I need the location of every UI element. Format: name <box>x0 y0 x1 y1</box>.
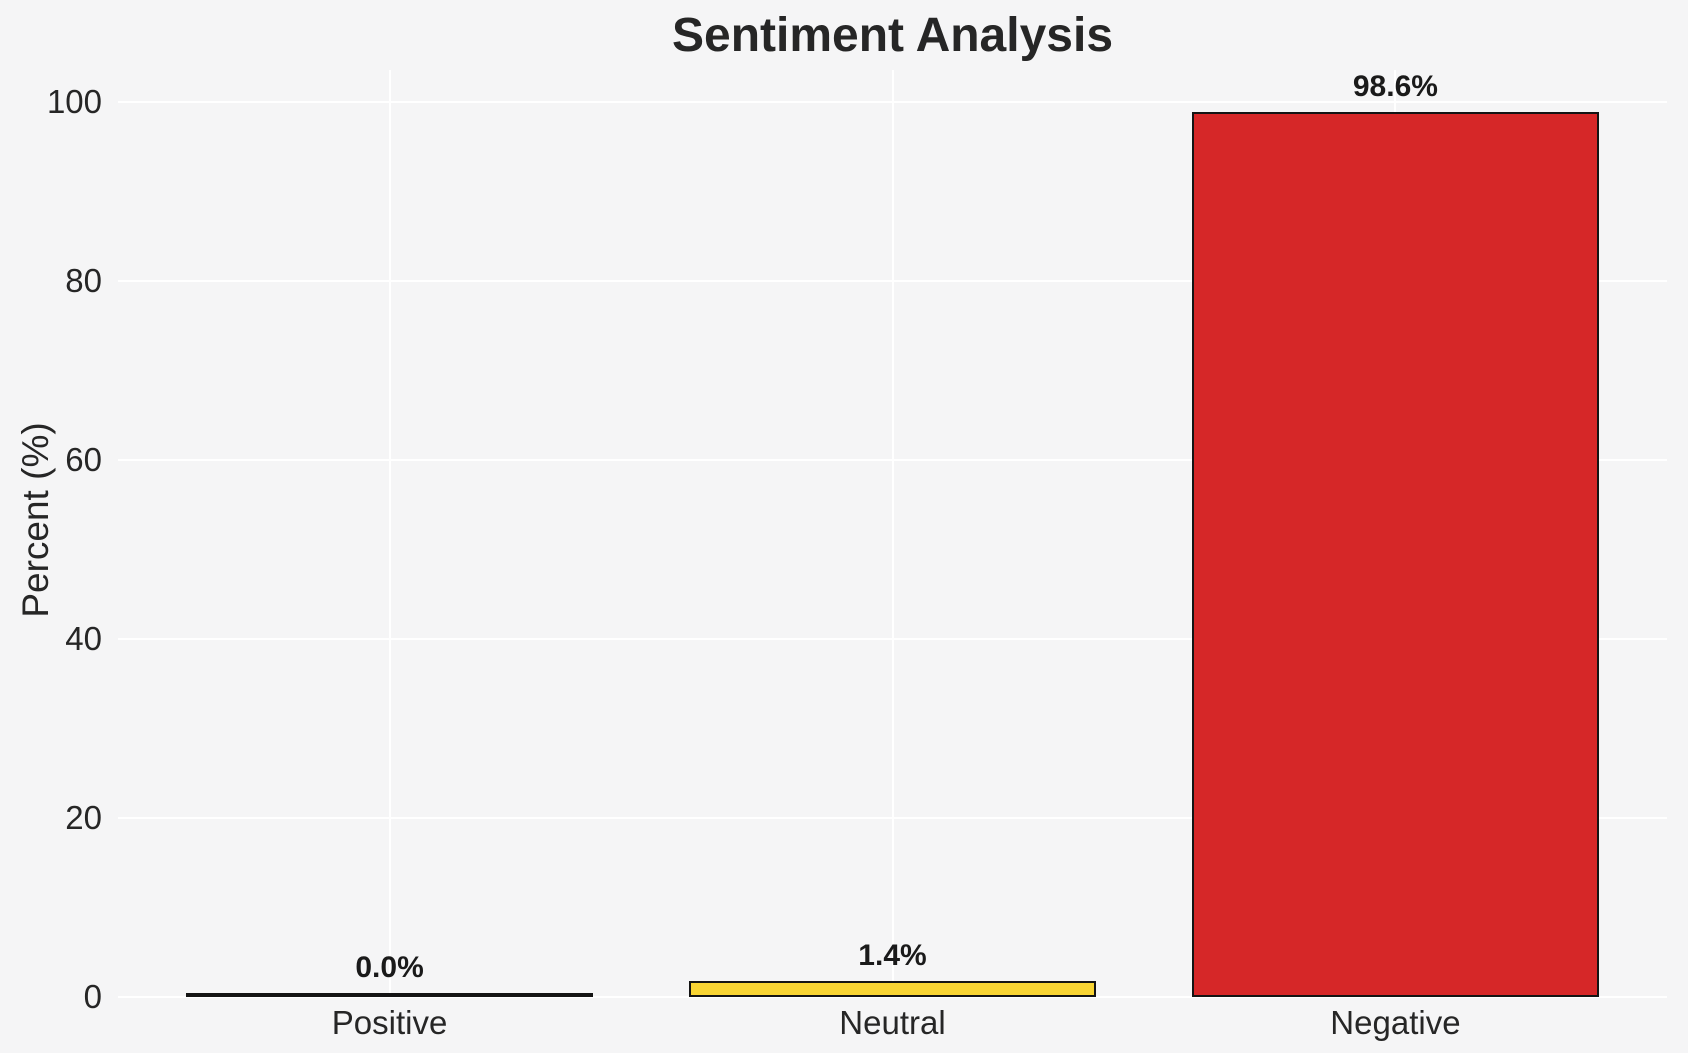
value-label-neutral: 1.4% <box>858 939 927 973</box>
chart-title: Sentiment Analysis <box>671 9 1114 62</box>
value-label-negative: 98.6% <box>1352 69 1438 103</box>
ytick-label-40: 40 <box>65 620 102 658</box>
xtick-label-positive: Positive <box>331 1004 448 1041</box>
gridline-y-0 <box>118 996 1667 998</box>
plot-area: 0.0% 1.4% 98.6% <box>118 69 1667 998</box>
value-label-positive: 0.0% <box>355 951 424 984</box>
ytick-label-80: 80 <box>65 262 102 300</box>
gridline-x-neutral <box>891 70 894 997</box>
ytick-label-20: 20 <box>65 799 102 837</box>
bar-positive <box>185 993 594 997</box>
ytick-label-60: 60 <box>65 441 102 479</box>
xtick-label-neutral: Neutral <box>839 1004 946 1041</box>
ytick-label-100: 100 <box>46 83 102 121</box>
bar-neutral <box>688 981 1097 997</box>
xtick-label-negative: Negative <box>1330 1004 1461 1041</box>
ytick-label-0: 0 <box>83 978 102 1015</box>
gridline-x-positive <box>388 70 391 997</box>
bar-negative <box>1191 111 1600 997</box>
